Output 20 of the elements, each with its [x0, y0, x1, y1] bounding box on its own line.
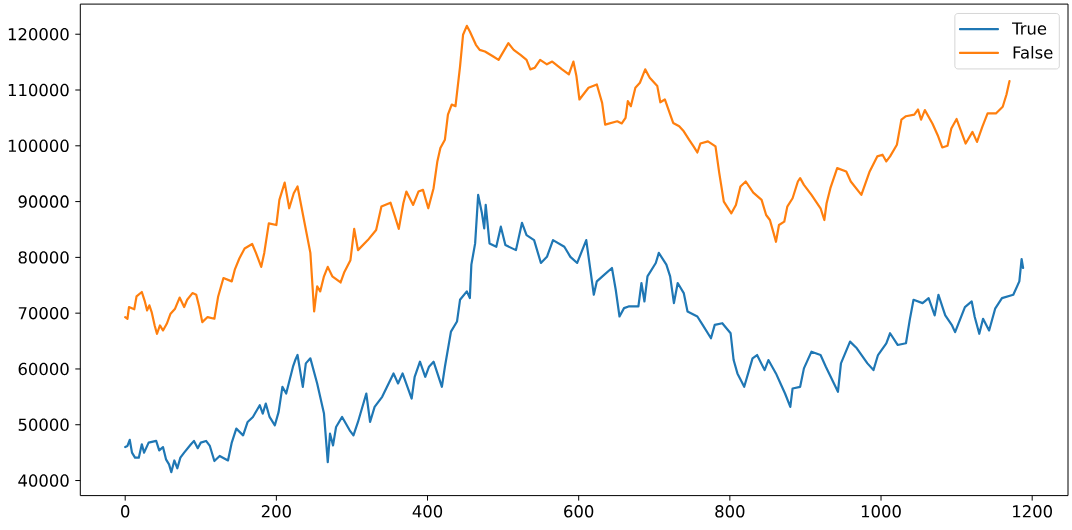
y-tick-label: 120000 [8, 28, 69, 41]
x-tick-label: 800 [715, 505, 745, 518]
y-tick-label: 40000 [18, 474, 69, 487]
x-tick-label: 0 [121, 505, 130, 518]
legend-label: True [1012, 22, 1047, 35]
x-tick-label: 200 [261, 505, 291, 518]
line-series [124, 24, 1011, 335]
y-tick-label: 70000 [18, 306, 69, 320]
x-tick-label: 600 [564, 505, 594, 518]
x-tick-label: 1200 [1013, 505, 1052, 518]
y-tick-label: 50000 [18, 418, 69, 431]
y-tick-label: 60000 [18, 362, 69, 376]
y-tick-label: 100000 [8, 139, 69, 153]
y-tick-label: 90000 [18, 195, 69, 208]
legend-label: False [1013, 45, 1053, 59]
x-tick-label: 1000 [861, 505, 901, 518]
x-tick-label: 400 [412, 505, 443, 518]
line-series [124, 193, 1025, 474]
y-tick-label: 110000 [8, 83, 69, 97]
y-tick-label: 80000 [18, 251, 69, 264]
